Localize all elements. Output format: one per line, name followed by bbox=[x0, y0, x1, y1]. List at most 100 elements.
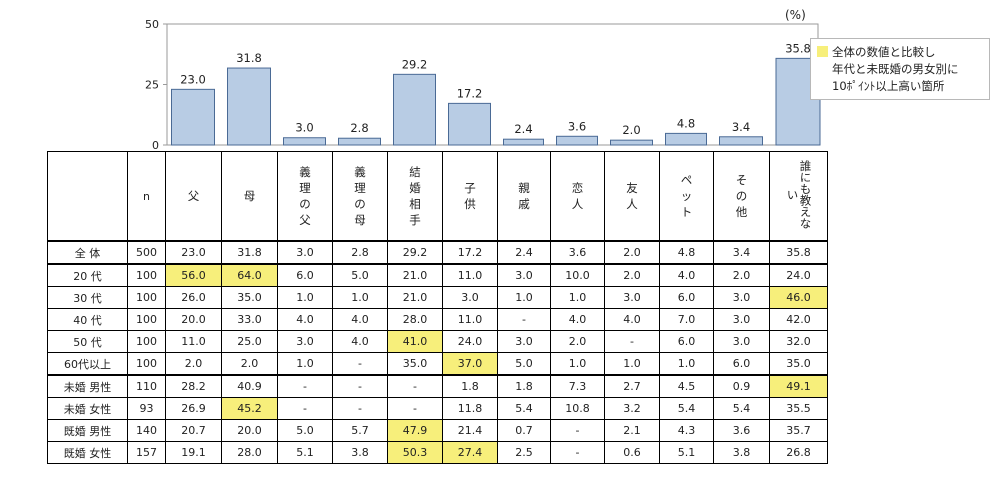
table-cell: 10.0 bbox=[550, 263, 605, 287]
table-cell: 3.0 bbox=[713, 308, 770, 331]
row-label: 既婚 女性 bbox=[47, 441, 128, 464]
row-label: 50 代 bbox=[47, 330, 128, 353]
column-header: その他 bbox=[713, 151, 770, 242]
bar-10 bbox=[719, 136, 763, 146]
table-cell: 40.9 bbox=[221, 374, 278, 398]
table-cell: 5.0 bbox=[497, 352, 551, 376]
column-header: 義理の父 bbox=[277, 151, 333, 242]
table-cell: 28.0 bbox=[221, 441, 278, 464]
y-tick-label: 0 bbox=[152, 139, 159, 152]
data-label: 35.8 bbox=[785, 41, 811, 55]
table-cell: 19.1 bbox=[165, 441, 222, 464]
table-cell: 20.0 bbox=[221, 419, 278, 442]
table-cell: 3.0 bbox=[442, 286, 498, 309]
table-cell: 1.8 bbox=[497, 374, 551, 398]
row-n: 100 bbox=[127, 263, 166, 287]
table-cell: 3.0 bbox=[497, 263, 551, 287]
table-cell: 1.0 bbox=[550, 286, 605, 309]
table-cell: 6.0 bbox=[277, 263, 333, 287]
table-cell: - bbox=[332, 374, 388, 398]
table-cell: 5.4 bbox=[659, 397, 714, 420]
table-cell: 26.0 bbox=[165, 286, 222, 309]
row-n: 100 bbox=[127, 286, 166, 309]
table-cell: 26.9 bbox=[165, 397, 222, 420]
table-cell: 2.1 bbox=[604, 419, 660, 442]
bar-7 bbox=[556, 135, 598, 146]
table-cell: 49.1 bbox=[769, 374, 828, 398]
table-header-row: n 父母義理の父 義理の母 結婚相手 子供 親戚 恋人 友人 ペット その他 誰にも教えない bbox=[47, 151, 828, 242]
row-n: 100 bbox=[127, 308, 166, 331]
table-cell: 26.8 bbox=[769, 441, 828, 464]
table-row: 50 代 100 11.0 25.0 3.0 4.0 41.0 24.0 3.0 2.0-6.0 3… bbox=[47, 330, 828, 353]
table-cell: 2.0 bbox=[713, 263, 770, 287]
table-cell: 56.0 bbox=[165, 263, 222, 287]
table-cell: - bbox=[332, 397, 388, 420]
table-cell: 37.0 bbox=[442, 352, 498, 376]
table-cell: 29.2 bbox=[387, 240, 443, 265]
table-cell: 3.6 bbox=[550, 240, 605, 265]
column-header: 義理の母 bbox=[332, 151, 388, 242]
table-row: 60代以上 100 2.0 2.0 1.0-35.0 37.0 5.0 1.0 1.0 1.0 6.… bbox=[47, 352, 828, 376]
table-cell: 3.4 bbox=[713, 240, 770, 265]
legend-text-2: 年代と未既婚の男女別に bbox=[832, 62, 959, 76]
table-cell: 3.0 bbox=[604, 286, 660, 309]
row-label: 30 代 bbox=[47, 286, 128, 309]
table-cell: 7.3 bbox=[550, 374, 605, 398]
table-row: 全 体 500 23.0 31.8 3.0 2.8 29.2 17.2 2.4 3.6 2.0 4.8… bbox=[47, 240, 828, 265]
table-cell: 5.4 bbox=[713, 397, 770, 420]
table-cell: 0.7 bbox=[497, 419, 551, 442]
table-cell: 21.0 bbox=[387, 286, 443, 309]
legend-swatch bbox=[817, 46, 828, 57]
column-header: 誰にも教えない bbox=[769, 151, 828, 242]
bar-3 bbox=[338, 137, 381, 146]
table-cell: 4.0 bbox=[277, 308, 333, 331]
table-cell: 20.7 bbox=[165, 419, 222, 442]
row-label: 未婚 男性 bbox=[47, 374, 128, 398]
bar-chart: 0 25 50 23.0 31.8 3.0 2.8 29.2 17.2 2.4 3.6 2.0 4.8 3… bbox=[145, 18, 821, 152]
table-cell: 5.0 bbox=[277, 419, 333, 442]
table-cell: 28.2 bbox=[165, 374, 222, 398]
table-cell: 11.0 bbox=[442, 263, 498, 287]
table-cell: 50.3 bbox=[387, 441, 443, 464]
table-cell: 1.0 bbox=[332, 286, 388, 309]
bar-4 bbox=[393, 73, 436, 146]
table-cell: 7.0 bbox=[659, 308, 714, 331]
table-row: 未婚 女性 93 26.9 45.2- - -11.8 5.4 10.8 3.2 5.4 5.4 35… bbox=[47, 397, 828, 420]
table-row: 既婚 男性 140 20.7 20.0 5.0 5.7 47.9 21.4 0.7-2.1 4.3… bbox=[47, 419, 828, 442]
table-cell: 5.1 bbox=[659, 441, 714, 464]
data-label: 3.4 bbox=[732, 120, 750, 134]
table-cell: 1.0 bbox=[659, 352, 714, 376]
table-cell: 3.0 bbox=[713, 330, 770, 353]
row-n: 100 bbox=[127, 352, 166, 376]
table-cell: 17.2 bbox=[442, 240, 498, 265]
table-cell: 3.0 bbox=[713, 286, 770, 309]
table-cell: 1.0 bbox=[497, 286, 551, 309]
data-label: 29.2 bbox=[402, 57, 428, 71]
row-n: 100 bbox=[127, 330, 166, 353]
table-cell: 35.0 bbox=[387, 352, 443, 376]
table-cell: 27.4 bbox=[442, 441, 498, 464]
data-label: 2.4 bbox=[514, 122, 532, 136]
table-cell: 5.7 bbox=[332, 419, 388, 442]
table-cell: 33.0 bbox=[221, 308, 278, 331]
table-cell: - bbox=[277, 397, 333, 420]
table-cell: 35.7 bbox=[769, 419, 828, 442]
column-header: 父 bbox=[165, 151, 222, 242]
table-cell: - bbox=[277, 374, 333, 398]
bar-0 bbox=[171, 88, 215, 146]
legend-line-2: 年代と未既婚の男女別に bbox=[817, 61, 985, 78]
table-cell: 11.0 bbox=[165, 330, 222, 353]
table-cell: 3.0 bbox=[497, 330, 551, 353]
data-label: 23.0 bbox=[180, 72, 206, 86]
table-cell: 42.0 bbox=[769, 308, 828, 331]
table-cell: 6.0 bbox=[713, 352, 770, 376]
table-cell: 35.8 bbox=[769, 240, 828, 265]
bar-2 bbox=[283, 137, 326, 146]
table-cell: 35.0 bbox=[769, 352, 828, 376]
table-cell: - bbox=[387, 374, 443, 398]
table-cell: 64.0 bbox=[221, 263, 278, 287]
column-header: 友人 bbox=[604, 151, 660, 242]
table-cell: 1.0 bbox=[277, 352, 333, 376]
table-cell: - bbox=[550, 441, 605, 464]
